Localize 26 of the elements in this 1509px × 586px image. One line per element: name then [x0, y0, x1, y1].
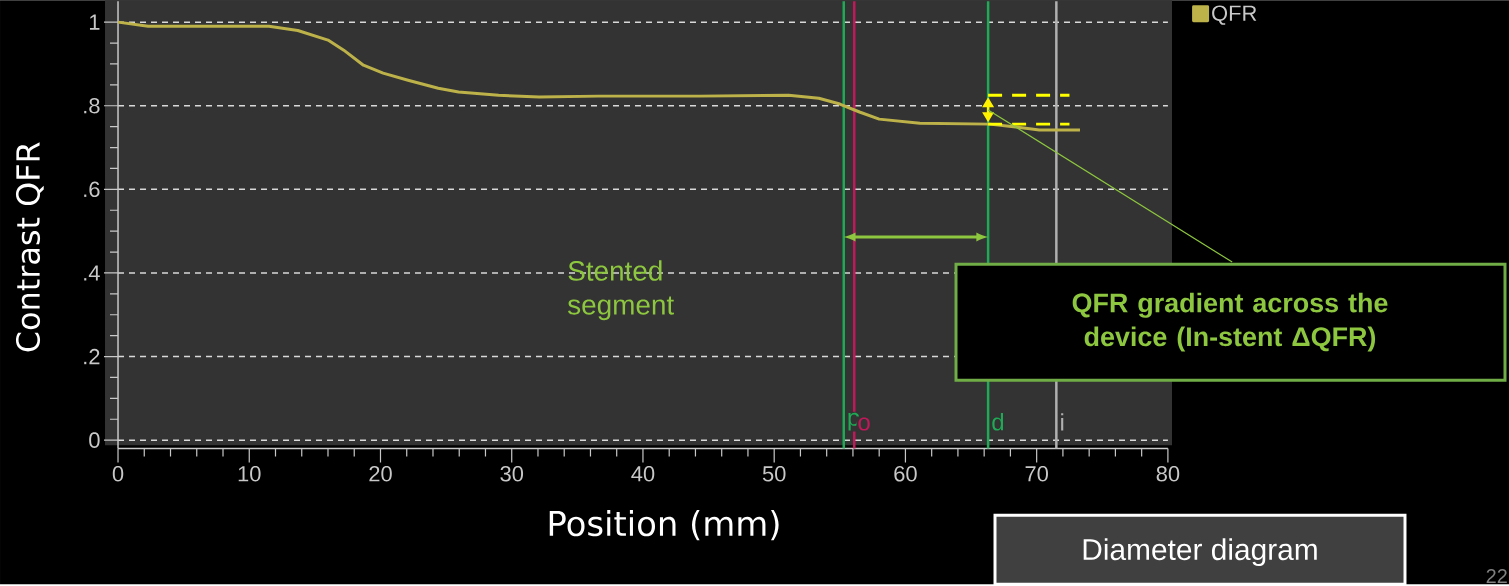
annotation: QFR gradient across the device (In-stent ΔQFR): [1072, 292, 1388, 352]
x-tick-label: 10: [238, 466, 261, 482]
ref-line-label: o: [858, 417, 870, 431]
y-axis-title: Contrast QFR: [15, 142, 44, 352]
y-tick-label: .2: [84, 349, 100, 365]
x-tick-label: 60: [894, 466, 917, 482]
ref-line-label: i: [1061, 413, 1064, 431]
x-tick-label: 80: [1156, 466, 1180, 482]
x-axis-title: Position (mm): [549, 510, 779, 541]
x-tick-label: 40: [631, 466, 655, 482]
legend-label: QFR: [1212, 5, 1257, 26]
y-tick-label: 0: [89, 432, 100, 449]
y-tick-label: 1: [89, 14, 100, 30]
text: Diameter diagram: [1083, 538, 1317, 567]
x-tick-label: 70: [1025, 466, 1048, 482]
line-series: [116, 20, 1082, 132]
x-tick-label: 50: [762, 466, 786, 482]
y-tick-label: .4: [84, 265, 100, 281]
x-tick-label: 20: [369, 466, 392, 482]
y-tick-label: .6: [84, 181, 100, 198]
ref-line-label: d: [992, 413, 1004, 431]
x-tick-label: 30: [500, 466, 524, 482]
text: 22: [1486, 569, 1507, 584]
annotation: Stented segment: [567, 260, 674, 321]
x-tick-label: 0: [112, 466, 124, 482]
y-tick-label: .8: [84, 98, 100, 114]
